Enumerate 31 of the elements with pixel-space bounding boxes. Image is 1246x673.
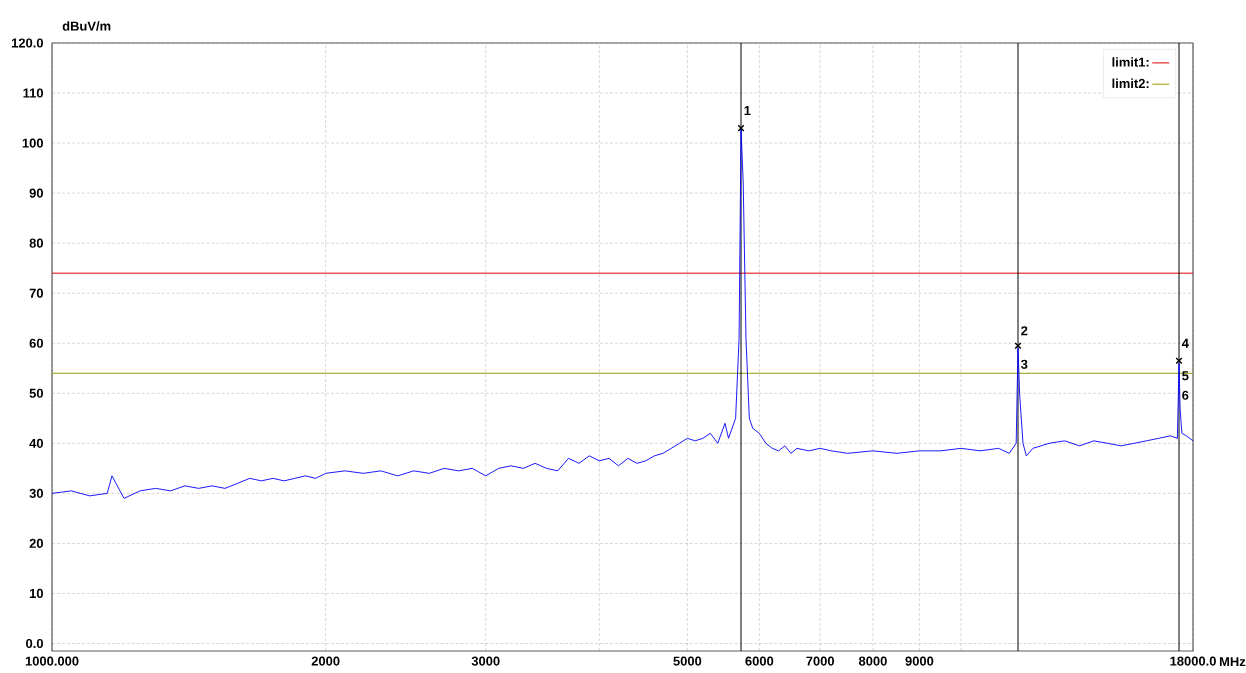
x-tick-label: 18000.0 (1170, 656, 1216, 666)
annotation: 4 (1181, 338, 1189, 348)
y-tick-label: 20 (29, 538, 43, 548)
x-tick-label: 6000 (745, 656, 774, 666)
y-tick-label: 120.0 (11, 38, 43, 48)
x-tick-label: 7000 (806, 656, 835, 666)
annotation: 3 (1020, 359, 1028, 369)
x-tick-label: 5000 (673, 656, 702, 666)
y-tick-label: 110 (23, 88, 43, 98)
y-tick-label: 50 (29, 388, 43, 398)
x-tick-label: 3000 (471, 656, 500, 666)
annotation: 1 (744, 106, 751, 115)
y-tick-label: 70 (29, 288, 43, 298)
y-axis-title: dBuV/m (62, 21, 111, 31)
x-tick-label: 9000 (905, 656, 934, 666)
legend-label: limit2: (1112, 78, 1149, 89)
x-tick-label: 1000.000 (25, 656, 79, 666)
y-tick-label: 100 (22, 138, 43, 148)
y-tick-label: 0.0 (26, 638, 43, 649)
annotation: 6 (1182, 390, 1189, 400)
y-tick-label: 80 (29, 238, 43, 248)
y-tick-label: 40 (29, 438, 43, 448)
y-tick-label: 90 (29, 188, 43, 198)
y-tick-label: 10 (29, 588, 43, 599)
x-tick-label: 8000 (858, 656, 887, 666)
legend-label: limit1: (1112, 57, 1149, 67)
x-tick-label: 2000 (311, 656, 340, 666)
y-tick-label: 60 (29, 338, 43, 348)
y-tick-label: 30 (29, 488, 43, 498)
x-axis-title: MHz (1219, 657, 1246, 667)
annotation: 2 (1021, 326, 1028, 336)
